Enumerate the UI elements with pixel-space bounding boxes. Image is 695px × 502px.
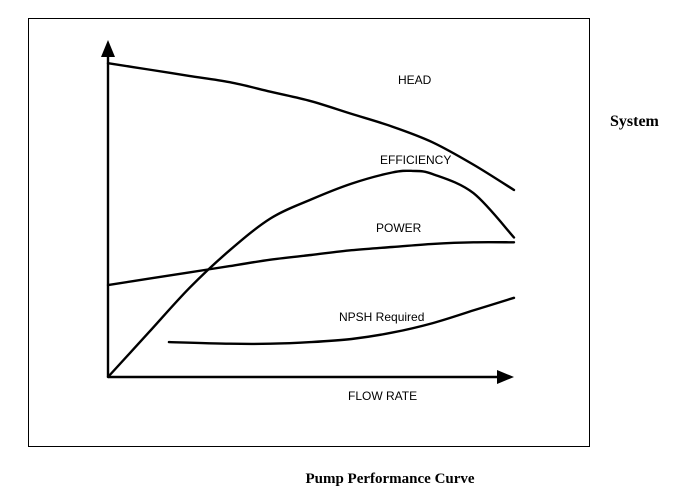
system-label: System bbox=[610, 113, 659, 130]
series-label-power: POWER bbox=[376, 221, 422, 235]
chart-caption: Pump Performance Curve bbox=[305, 471, 475, 487]
series-line-head bbox=[106, 62, 516, 192]
series-label-head: HEAD bbox=[398, 73, 432, 87]
series-label-npsh-required: NPSH Required bbox=[339, 310, 424, 324]
series-label-efficiency: EFFICIENCY bbox=[380, 153, 451, 167]
series-line-npsh-required bbox=[167, 296, 516, 346]
y-axis-arrowhead bbox=[101, 40, 115, 57]
x-axis-label: FLOW RATE bbox=[348, 389, 417, 403]
series-line-power bbox=[106, 240, 516, 287]
x-axis-arrowhead bbox=[497, 370, 514, 384]
series-line-efficiency bbox=[106, 169, 516, 379]
chart-frame bbox=[28, 18, 590, 447]
